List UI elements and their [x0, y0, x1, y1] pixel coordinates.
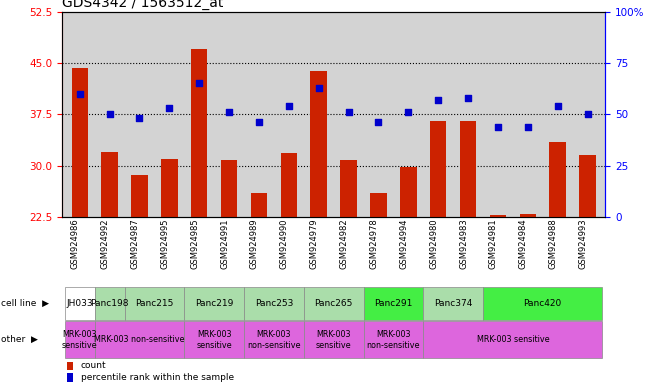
Bar	[65, 321, 94, 358]
Text: count: count	[81, 361, 107, 370]
Bar	[72, 68, 88, 217]
Bar	[311, 71, 327, 217]
Point	[224, 109, 234, 115]
Bar	[244, 287, 304, 320]
Text: Panc420: Panc420	[523, 299, 562, 308]
Text: MRK-003 non-sensitive: MRK-003 non-sensitive	[94, 335, 185, 344]
Text: other  ▶: other ▶	[1, 335, 38, 344]
Text: GSM924993: GSM924993	[579, 218, 587, 269]
Text: GSM924978: GSM924978	[369, 218, 378, 269]
Text: Panc198: Panc198	[90, 299, 129, 308]
Bar	[94, 321, 184, 358]
Text: Panc219: Panc219	[195, 299, 233, 308]
Text: Panc215: Panc215	[135, 299, 174, 308]
Text: Panc374: Panc374	[434, 299, 472, 308]
Text: MRK-003 sensitive: MRK-003 sensitive	[477, 335, 549, 344]
Bar	[304, 321, 363, 358]
Bar	[304, 287, 363, 320]
Bar	[191, 49, 208, 217]
Bar	[184, 287, 244, 320]
Text: GSM924992: GSM924992	[101, 218, 109, 269]
Point	[373, 119, 383, 126]
Text: GSM924988: GSM924988	[549, 218, 558, 269]
Text: cell line  ▶: cell line ▶	[1, 299, 49, 308]
Bar	[423, 287, 483, 320]
Bar	[161, 159, 178, 217]
Text: GSM924995: GSM924995	[160, 218, 169, 269]
Text: GSM924994: GSM924994	[399, 218, 408, 269]
Text: GSM924989: GSM924989	[250, 218, 259, 269]
Text: MRK-003
non-sensitive: MRK-003 non-sensitive	[247, 330, 301, 349]
Text: GSM924991: GSM924991	[220, 218, 229, 269]
Text: GSM924985: GSM924985	[190, 218, 199, 269]
Point	[463, 95, 473, 101]
Text: Panc253: Panc253	[255, 299, 293, 308]
Text: GSM924990: GSM924990	[280, 218, 289, 269]
Bar	[549, 142, 566, 217]
Point	[284, 103, 294, 109]
Point	[493, 124, 503, 130]
Text: GSM924984: GSM924984	[519, 218, 528, 269]
Point	[343, 109, 353, 115]
Text: GSM924982: GSM924982	[340, 218, 348, 269]
Bar	[102, 152, 118, 217]
Text: Panc291: Panc291	[374, 299, 413, 308]
Text: GSM924981: GSM924981	[489, 218, 498, 269]
Point	[164, 105, 174, 111]
Point	[104, 111, 115, 118]
Text: GSM924983: GSM924983	[459, 218, 468, 269]
Point	[194, 80, 204, 86]
Bar	[132, 174, 148, 217]
Text: Panc265: Panc265	[314, 299, 353, 308]
Point	[314, 84, 324, 91]
Bar	[65, 287, 94, 320]
Bar	[400, 167, 417, 217]
Point	[523, 124, 533, 130]
Bar	[124, 287, 184, 320]
Bar	[579, 156, 596, 217]
Point	[433, 97, 443, 103]
Text: JH033: JH033	[66, 299, 93, 308]
Bar	[363, 287, 423, 320]
Bar	[221, 160, 238, 217]
Bar	[490, 215, 506, 217]
Text: GSM924980: GSM924980	[429, 218, 438, 269]
Text: GSM924986: GSM924986	[71, 218, 80, 269]
Text: MRK-003
sensitive: MRK-003 sensitive	[197, 330, 232, 349]
Bar	[363, 321, 423, 358]
Bar	[251, 193, 267, 217]
Bar	[67, 373, 73, 382]
Bar	[281, 153, 297, 217]
Point	[553, 103, 563, 109]
Text: MRK-003
sensitive: MRK-003 sensitive	[316, 330, 352, 349]
Bar	[67, 362, 73, 370]
Point	[582, 111, 592, 118]
Point	[403, 109, 413, 115]
Bar	[460, 121, 477, 217]
Bar	[483, 287, 602, 320]
Bar	[430, 121, 447, 217]
Text: GDS4342 / 1563512_at: GDS4342 / 1563512_at	[62, 0, 223, 10]
Text: GSM924979: GSM924979	[310, 218, 319, 269]
Point	[134, 115, 145, 121]
Point	[75, 91, 85, 97]
Bar	[340, 160, 357, 217]
Text: MRK-003
sensitive: MRK-003 sensitive	[62, 330, 98, 349]
Text: percentile rank within the sample: percentile rank within the sample	[81, 373, 234, 382]
Point	[254, 119, 264, 126]
Bar	[94, 287, 124, 320]
Text: GSM924987: GSM924987	[130, 218, 139, 269]
Bar	[370, 193, 387, 217]
Text: MRK-003
non-sensitive: MRK-003 non-sensitive	[367, 330, 420, 349]
Bar	[244, 321, 304, 358]
Bar	[423, 321, 602, 358]
Bar	[184, 321, 244, 358]
Bar	[519, 214, 536, 217]
